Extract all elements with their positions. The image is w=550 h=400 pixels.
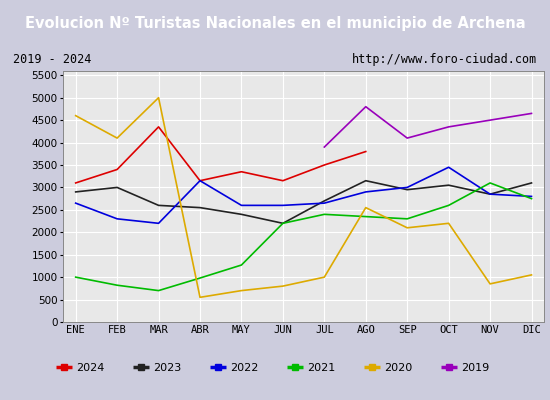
Text: 2019: 2019 (461, 363, 490, 373)
Text: 2022: 2022 (230, 363, 258, 373)
Text: 2019 - 2024: 2019 - 2024 (13, 52, 91, 66)
Text: Evolucion Nº Turistas Nacionales en el municipio de Archena: Evolucion Nº Turistas Nacionales en el m… (25, 16, 525, 31)
Text: 2024: 2024 (76, 363, 104, 373)
Text: http://www.foro-ciudad.com: http://www.foro-ciudad.com (352, 52, 537, 66)
Text: 2023: 2023 (153, 363, 182, 373)
Text: 2021: 2021 (307, 363, 336, 373)
Text: 2020: 2020 (384, 363, 412, 373)
